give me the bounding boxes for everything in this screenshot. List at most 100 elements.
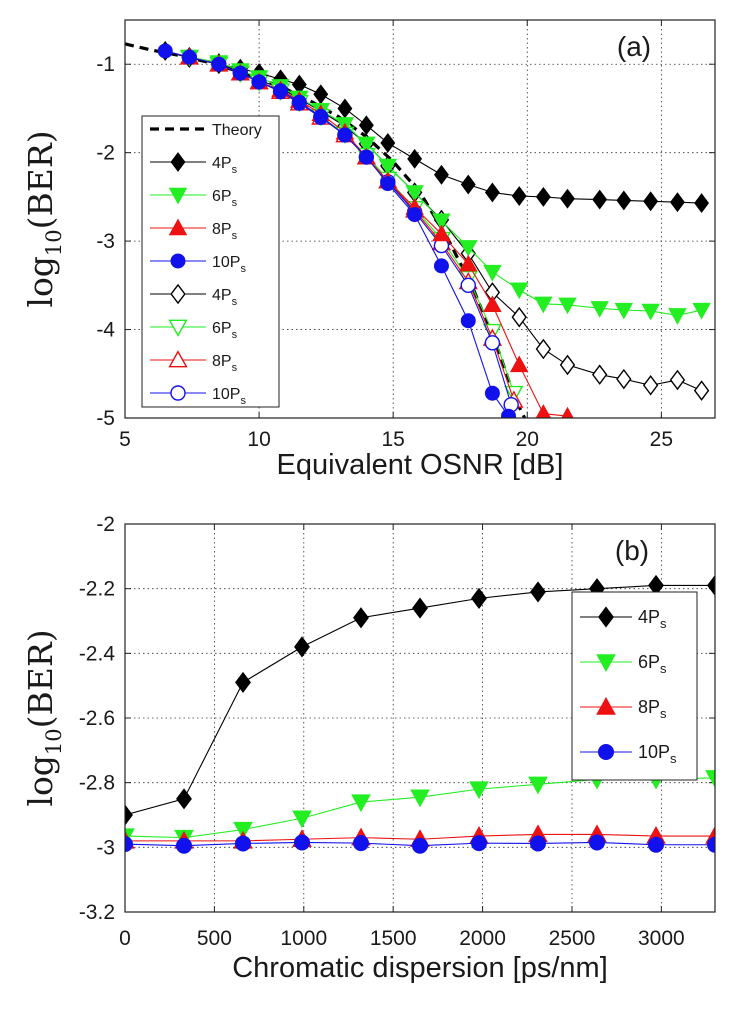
- data-point-10p: [460, 277, 476, 294]
- y-axis-label-tail: (BER): [21, 130, 60, 229]
- data-point-4p: [434, 164, 449, 185]
- legend-label-sub: s: [232, 329, 238, 341]
- legend-label-10p: 10Ps: [638, 742, 677, 766]
- data-point-10p: [125, 836, 133, 853]
- data-point-4p: [511, 186, 527, 206]
- data-point-4p: [592, 189, 608, 210]
- chart-a: 5 10 15 20 25 -1 -2 -3 -4 -5 (a) Equivalent OSNR [d…: [21, 19, 716, 481]
- x-tick-label: 10: [247, 428, 270, 451]
- data-point-4p: [535, 186, 551, 207]
- data-point-4p: [353, 607, 369, 629]
- y-tick-label: -2: [96, 513, 115, 536]
- data-point-6p: [668, 308, 687, 325]
- y-tick-label: -2.4: [79, 642, 116, 665]
- data-point-10p: [176, 837, 192, 854]
- data-point-10p: [353, 835, 369, 852]
- data-point-4p: [407, 148, 423, 169]
- data-point-4p: [693, 380, 710, 401]
- y-tick-label: -2.8: [79, 772, 115, 795]
- y-tick-label: -2.2: [79, 578, 115, 601]
- data-point-10p: [157, 43, 173, 59]
- panel-label: (b): [615, 535, 649, 566]
- data-point-10p: [501, 408, 516, 418]
- data-point-8p: [432, 224, 451, 242]
- data-point-4p: [125, 804, 133, 826]
- data-point-8p: [509, 355, 529, 373]
- y-tick-label: -4: [96, 319, 115, 342]
- y-axis-label-main: log: [21, 755, 60, 807]
- data-point-10p: [232, 65, 248, 81]
- data-point-4p: [530, 581, 546, 603]
- legend-label-name: 4P: [212, 155, 232, 172]
- series-line-10p-filled: [165, 50, 509, 417]
- data-point-8p: [459, 254, 478, 272]
- data-point-4p: [535, 338, 552, 360]
- data-point-10p: [291, 94, 307, 110]
- data-point-4p: [642, 375, 659, 396]
- data-point-4p: [176, 788, 192, 810]
- legend-label-8p: 8Ps: [638, 697, 667, 721]
- legend-label-sub: s: [232, 296, 238, 308]
- data-point-4p: [511, 306, 527, 328]
- legend-box: [571, 591, 698, 781]
- legend-label-sub: s: [232, 197, 238, 209]
- data-point-4p: [412, 597, 428, 619]
- data-point-4p: [616, 190, 632, 211]
- data-point-4p: [358, 115, 374, 136]
- data-point-6p: [357, 136, 376, 154]
- data-point-4p: [670, 192, 685, 213]
- legend-marker-4p: [170, 152, 186, 172]
- data-point-10p: [433, 258, 449, 274]
- data-point-6p: [432, 213, 451, 231]
- data-point-10p: [235, 835, 251, 852]
- data-layer: [125, 574, 715, 854]
- panel-label: (a): [617, 31, 651, 62]
- legend-label-sub: s: [660, 661, 667, 676]
- legend-label-theory: Theory: [212, 122, 262, 139]
- y-axis-label-tail: (BER): [21, 629, 60, 728]
- x-tick-label: 0: [119, 927, 131, 950]
- data-point-4p: [591, 364, 608, 385]
- legend-marker-6p: [596, 654, 616, 673]
- legend-marker-10p: [598, 744, 614, 760]
- legend-label-name: 10P: [212, 254, 240, 271]
- data-point-4p: [560, 188, 575, 209]
- y-tick-label: -3: [96, 836, 115, 859]
- legend-marker-8p: [168, 350, 188, 368]
- data-point-4p: [643, 191, 659, 212]
- data-point-4p: [484, 182, 500, 203]
- data-point-4p: [616, 368, 632, 390]
- data-point-6p: [233, 821, 253, 840]
- axes-frame: [124, 19, 716, 419]
- y-tick-label: -1: [96, 53, 115, 76]
- data-point-4p: [380, 133, 396, 153]
- x-tick-label: 15: [382, 428, 405, 451]
- legend-label-6p: 6Ps: [638, 652, 667, 676]
- data-point-6p: [469, 781, 489, 800]
- y-axis-label: log10(BER): [21, 130, 66, 307]
- legend-label-4p: 4Ps: [212, 155, 238, 176]
- legend-marker-6p: [168, 187, 188, 205]
- legend-label-name: 10P: [638, 742, 670, 762]
- data-point-10p: [337, 127, 353, 143]
- legend-label-10p: 10Ps: [212, 254, 246, 275]
- legend-marker-8p: [596, 696, 616, 715]
- data-point-10p: [412, 837, 428, 854]
- data-point-6p: [292, 810, 312, 829]
- x-tick-label: 2500: [549, 927, 596, 950]
- legend-label-sub: s: [660, 706, 667, 721]
- data-point-10p: [460, 313, 476, 329]
- data-point-6p: [405, 185, 424, 202]
- data-point-4p: [559, 354, 576, 376]
- x-tick-label: 1500: [370, 927, 417, 950]
- legend-label-name: 8P: [638, 697, 660, 717]
- legend-marker-4p: [598, 606, 614, 628]
- data-point-10p: [251, 74, 267, 90]
- data-point-10p: [273, 83, 289, 99]
- y-axis-label-main: log: [21, 256, 60, 308]
- data-point-10p: [380, 176, 396, 192]
- y-tick-label: -3: [96, 230, 115, 253]
- data-point-10p: [211, 56, 227, 72]
- x-tick-label: 3000: [638, 927, 685, 950]
